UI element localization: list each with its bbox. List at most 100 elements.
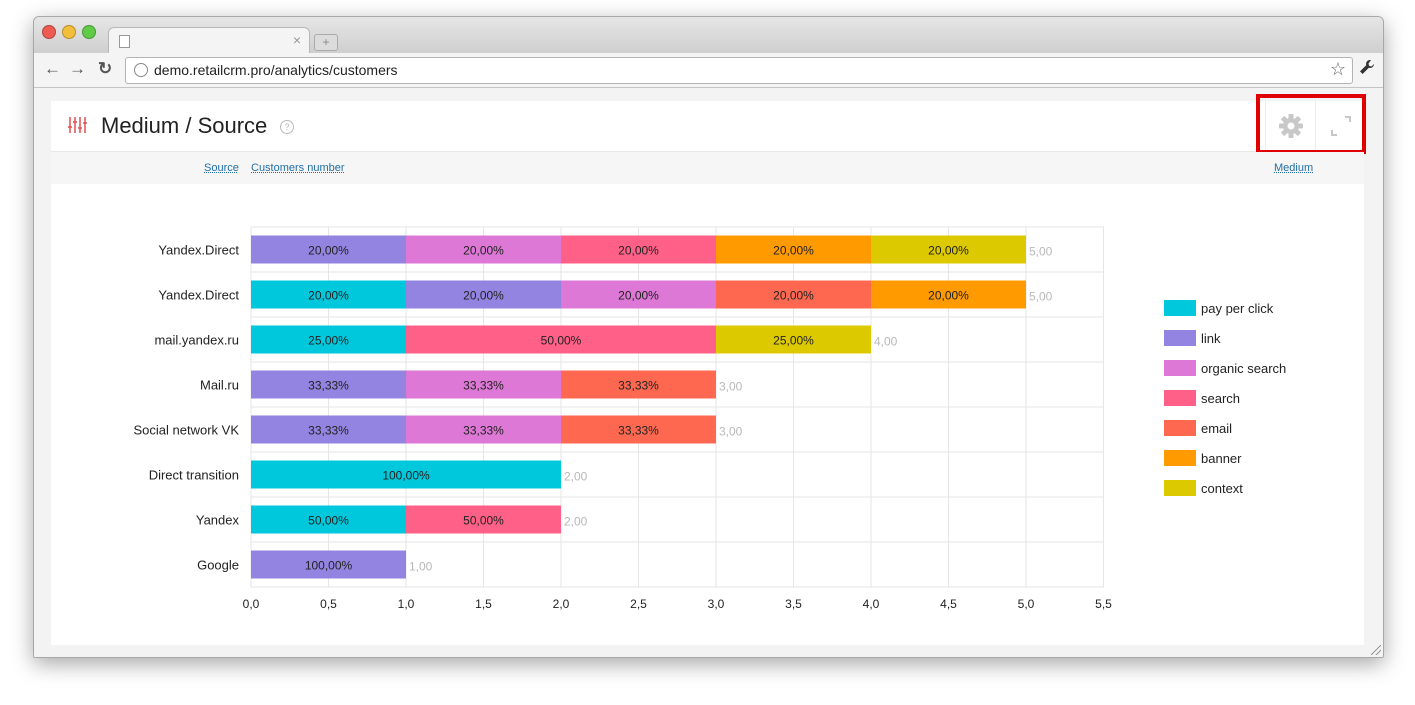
- resize-grip[interactable]: [1371, 645, 1381, 655]
- address-bar[interactable]: demo.retailcrm.pro/analytics/customers ☆: [125, 57, 1353, 84]
- x-tick-label: 1,0: [398, 597, 415, 611]
- expand-icon: [1331, 116, 1351, 136]
- page-content: Medium / Source ?: [34, 88, 1383, 657]
- bar-segment[interactable]: [871, 235, 1026, 264]
- bar-segment[interactable]: [251, 235, 406, 264]
- bar-segment[interactable]: [406, 370, 561, 399]
- bar-segment[interactable]: [406, 280, 561, 309]
- medium-filter-link[interactable]: Medium: [1274, 162, 1314, 174]
- globe-icon: [134, 63, 148, 77]
- x-tick-label: 0,0: [243, 597, 260, 611]
- legend-swatch: [1164, 330, 1196, 346]
- tab-bar: × +: [34, 17, 1383, 54]
- total-label: 3,00: [719, 425, 743, 439]
- total-label: 4,00: [874, 335, 898, 349]
- bar-segment[interactable]: [871, 280, 1026, 309]
- wrench-icon[interactable]: [1359, 59, 1375, 80]
- bar-segment[interactable]: [716, 235, 871, 264]
- category-label: mail.yandex.ru: [154, 333, 239, 348]
- close-window-button[interactable]: [42, 25, 56, 39]
- total-label: 2,00: [564, 515, 588, 529]
- bar-segment[interactable]: [406, 505, 561, 534]
- legend-swatch: [1164, 420, 1196, 436]
- data-label: 25,00%: [308, 334, 349, 348]
- minimize-window-button[interactable]: [62, 25, 76, 39]
- data-label: 33,33%: [308, 379, 349, 393]
- chart-panel: Medium / Source ?: [51, 94, 1366, 645]
- window-controls: [42, 25, 96, 39]
- category-label: Yandex.Direct: [158, 243, 239, 258]
- data-label: 20,00%: [308, 289, 349, 303]
- bar-segment[interactable]: [251, 280, 406, 309]
- x-tick-label: 4,5: [940, 597, 957, 611]
- category-label: Yandex.Direct: [158, 288, 239, 303]
- data-label: 100,00%: [382, 469, 430, 483]
- x-tick-label: 2,0: [553, 597, 570, 611]
- back-arrow-icon[interactable]: ←: [44, 59, 61, 78]
- bar-segment[interactable]: [406, 415, 561, 444]
- bar-segment[interactable]: [251, 325, 406, 354]
- legend-label: pay per click: [1201, 301, 1274, 316]
- category-label: Google: [197, 558, 239, 573]
- panel-header: Medium / Source ?: [51, 94, 1366, 154]
- bar-segment[interactable]: [561, 370, 716, 399]
- page-title: Medium / Source: [101, 113, 268, 138]
- legend-swatch: [1164, 300, 1196, 316]
- settings-button[interactable]: [1265, 101, 1316, 151]
- bar-segment[interactable]: [251, 550, 406, 579]
- help-icon[interactable]: ?: [280, 120, 294, 134]
- data-label: 50,00%: [541, 334, 582, 348]
- tab-close-icon[interactable]: ×: [292, 32, 301, 48]
- data-label: 33,33%: [308, 424, 349, 438]
- x-tick-label: 4,0: [863, 597, 880, 611]
- data-label: 100,00%: [305, 559, 353, 573]
- bar-segment[interactable]: [251, 460, 561, 489]
- sliders-icon: [68, 117, 87, 133]
- x-tick-label: 2,5: [630, 597, 647, 611]
- data-label: 20,00%: [618, 289, 659, 303]
- category-label: Yandex: [196, 513, 240, 528]
- legend-swatch: [1164, 390, 1196, 406]
- x-tick-label: 1,5: [475, 597, 492, 611]
- data-label: 20,00%: [928, 289, 969, 303]
- bar-segment[interactable]: [561, 235, 716, 264]
- forward-arrow-icon[interactable]: →: [69, 59, 86, 78]
- new-tab-button[interactable]: +: [314, 34, 338, 51]
- bar-segment[interactable]: [251, 370, 406, 399]
- bookmark-star-icon[interactable]: ☆: [1329, 59, 1346, 79]
- fullscreen-button[interactable]: [1315, 101, 1366, 151]
- total-label: 5,00: [1029, 290, 1053, 304]
- page-icon: [119, 35, 130, 48]
- browser-toolbar: ← → ↻ demo.retailcrm.pro/analytics/custo…: [34, 53, 1383, 88]
- legend-label: organic search: [1201, 361, 1287, 376]
- bar-segment[interactable]: [251, 505, 406, 534]
- zoom-window-button[interactable]: [82, 25, 96, 39]
- customers-number-filter-link[interactable]: Customers number: [251, 162, 345, 174]
- legend-label: context: [1201, 481, 1243, 496]
- bar-chart: 0,0 0,5 1,0 1,5 2,0 2,5 3,0 3,5 4,0 4,5 5,0 5,5 Yand…: [134, 226, 1112, 611]
- bar-segment[interactable]: [251, 415, 406, 444]
- url-text[interactable]: demo.retailcrm.pro/analytics/customers: [154, 62, 398, 78]
- source-filter-link[interactable]: Source: [204, 162, 239, 174]
- bar-segment[interactable]: [561, 415, 716, 444]
- data-label: 25,00%: [773, 334, 814, 348]
- category-label: Direct transition: [149, 468, 239, 483]
- x-tick-label: 3,0: [708, 597, 725, 611]
- bar-segment[interactable]: [406, 235, 561, 264]
- bar-segment[interactable]: [561, 280, 716, 309]
- bar-segment[interactable]: [716, 325, 871, 354]
- total-label: 5,00: [1029, 245, 1053, 259]
- data-label: 20,00%: [463, 289, 504, 303]
- data-label: 33,33%: [463, 424, 504, 438]
- legend-label: email: [1201, 421, 1233, 436]
- browser-tab[interactable]: ×: [108, 27, 310, 54]
- bar-segment[interactable]: [406, 325, 716, 354]
- data-label: 20,00%: [928, 244, 969, 258]
- data-label: 33,33%: [618, 424, 659, 438]
- reload-icon[interactable]: ↻: [98, 59, 113, 78]
- bar-segment[interactable]: [716, 280, 871, 309]
- total-label: 2,00: [564, 470, 588, 484]
- legend-label: link: [1201, 331, 1221, 346]
- browser-window: × + ← → ↻ demo.retailcrm.pro/analytics/c…: [33, 16, 1384, 658]
- x-tick-label: 3,5: [785, 597, 802, 611]
